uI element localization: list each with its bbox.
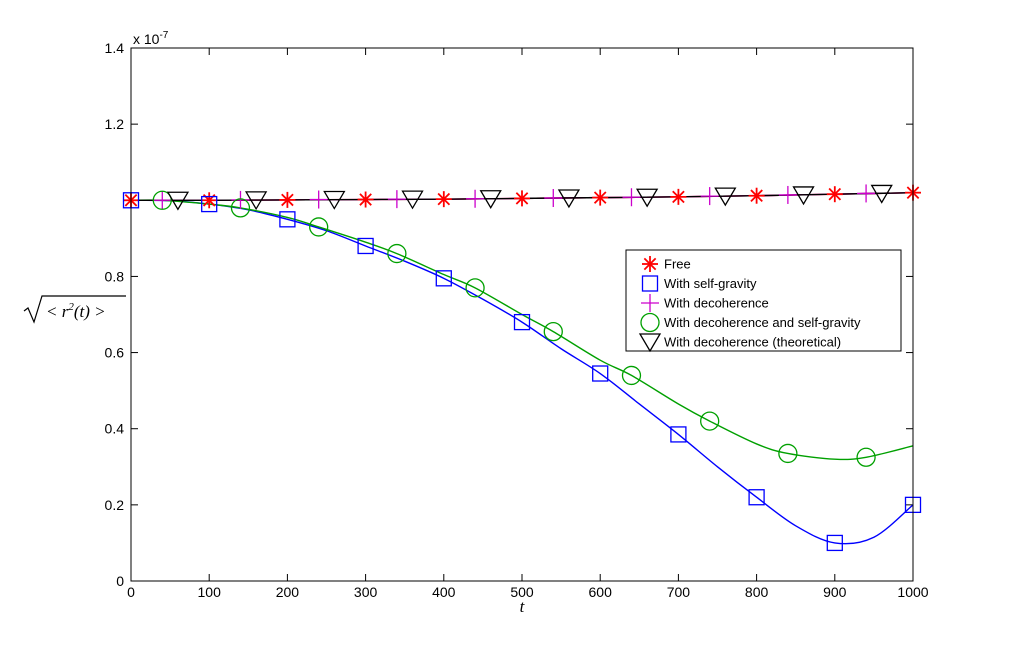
point-free bbox=[826, 186, 843, 203]
point-free bbox=[592, 189, 609, 206]
x-tick-label: 1000 bbox=[897, 584, 928, 600]
point-free bbox=[201, 192, 218, 209]
point-with-decoherence-theoretical bbox=[792, 186, 815, 206]
point-with-decoherence-and-self-gravity bbox=[700, 411, 720, 431]
point-free bbox=[435, 191, 452, 208]
x-tick-label: 500 bbox=[510, 584, 534, 600]
point-free bbox=[748, 187, 765, 204]
point-with-self-gravity bbox=[826, 534, 843, 552]
legend-label-free: Free bbox=[664, 257, 691, 272]
point-with-decoherence-and-self-gravity bbox=[152, 190, 172, 210]
legend-marker-with-decoherence bbox=[641, 294, 659, 312]
point-with-decoherence bbox=[387, 190, 406, 209]
point-with-self-gravity bbox=[435, 270, 452, 287]
point-with-decoherence-theoretical bbox=[714, 187, 737, 207]
x-tick-label: 900 bbox=[823, 584, 847, 600]
point-with-decoherence bbox=[153, 191, 172, 210]
legend-label-with-decoherence: With decoherence bbox=[664, 296, 769, 311]
point-with-decoherence-theoretical bbox=[557, 189, 581, 209]
x-tick-label: 0 bbox=[127, 584, 135, 600]
point-free bbox=[670, 188, 687, 205]
x-tick-label: 700 bbox=[667, 584, 691, 600]
legend-marker-free bbox=[642, 256, 658, 272]
point-with-decoherence-and-self-gravity bbox=[543, 321, 563, 342]
legend: Free With self-gravity With decoherence Wit… bbox=[625, 249, 902, 353]
point-free bbox=[279, 191, 296, 208]
point-with-decoherence bbox=[231, 190, 250, 209]
point-with-self-gravity bbox=[201, 195, 218, 213]
legend-marker-with-self-gravity bbox=[641, 275, 659, 292]
point-with-decoherence bbox=[700, 187, 719, 206]
legend-marker-with-decoherence-theoretical bbox=[638, 333, 662, 353]
x-tick-label: 800 bbox=[745, 584, 769, 600]
point-with-decoherence bbox=[309, 190, 328, 209]
markers-layer bbox=[122, 184, 922, 552]
y-multiplier-exp: -7 bbox=[159, 30, 168, 41]
y-axis-label-arg: (t) > bbox=[74, 302, 106, 321]
point-with-decoherence-and-self-gravity bbox=[621, 365, 642, 386]
y-tick-label: 1.4 bbox=[105, 40, 125, 56]
y-tick-label: 0.8 bbox=[105, 268, 125, 284]
point-with-decoherence-theoretical bbox=[244, 191, 268, 211]
x-tick-label: 200 bbox=[276, 584, 300, 600]
y-multiplier: x 10-7 bbox=[133, 30, 169, 47]
point-with-decoherence bbox=[466, 189, 485, 208]
point-with-self-gravity bbox=[670, 426, 687, 443]
x-axis-label: t bbox=[520, 597, 526, 616]
legend-label-with-decoherence-and-self-gravity: With decoherence and self-gravity bbox=[664, 315, 861, 330]
point-free bbox=[514, 190, 530, 207]
ticks-layer: 0 100 200 300 400 500 600 700 800 900 1000 0 0.2 0.4 0… bbox=[105, 40, 929, 600]
legend-label-with-decoherence-theoretical: With decoherence (theoretical) bbox=[664, 335, 841, 350]
y-axis-label-text: < r2(t) > bbox=[46, 301, 106, 321]
point-with-decoherence-theoretical bbox=[479, 190, 502, 210]
y-tick-label: 1.2 bbox=[105, 116, 125, 132]
point-with-decoherence bbox=[544, 189, 563, 208]
point-with-decoherence-and-self-gravity bbox=[230, 198, 251, 218]
point-with-decoherence-theoretical bbox=[166, 191, 190, 211]
point-with-decoherence bbox=[778, 185, 797, 204]
x-tick-label: 600 bbox=[589, 584, 613, 600]
y-tick-label: 0.4 bbox=[105, 421, 125, 437]
series-line-with-self-gravity bbox=[130, 199, 914, 545]
point-with-decoherence-theoretical bbox=[401, 190, 424, 210]
point-with-decoherence bbox=[622, 188, 641, 207]
x-tick-label: 300 bbox=[354, 584, 378, 600]
y-tick-label: 0.6 bbox=[105, 345, 125, 361]
point-with-self-gravity bbox=[279, 211, 296, 228]
point-with-self-gravity bbox=[513, 313, 531, 331]
point-free bbox=[357, 191, 374, 208]
point-with-decoherence-theoretical bbox=[870, 184, 893, 204]
plot-frame bbox=[130, 47, 914, 582]
point-with-decoherence bbox=[857, 184, 876, 203]
point-with-decoherence-and-self-gravity bbox=[778, 443, 798, 464]
y-multiplier-base: x 10 bbox=[133, 31, 160, 47]
point-with-decoherence-theoretical bbox=[635, 188, 659, 208]
y-axis-label-radicand: < r bbox=[46, 302, 69, 321]
point-with-decoherence-and-self-gravity bbox=[465, 278, 485, 298]
y-tick-label: 0 bbox=[116, 573, 124, 589]
legend-marker-with-decoherence-and-self-gravity bbox=[640, 312, 660, 333]
y-axis-label-radical bbox=[23, 295, 126, 324]
point-with-decoherence-theoretical bbox=[323, 190, 346, 210]
y-axis-label-exp: 2 bbox=[68, 301, 74, 313]
y-axis-label: < r2(t) > bbox=[23, 295, 126, 324]
x-tick-label: 100 bbox=[198, 584, 222, 600]
point-with-decoherence-and-self-gravity bbox=[309, 217, 329, 237]
point-with-decoherence-and-self-gravity bbox=[387, 243, 407, 264]
legend-box bbox=[625, 249, 902, 352]
point-with-self-gravity bbox=[357, 237, 374, 255]
y-tick-label: 0.2 bbox=[105, 497, 125, 513]
point-with-self-gravity bbox=[748, 489, 765, 506]
point-with-self-gravity bbox=[592, 365, 609, 382]
point-with-decoherence-and-self-gravity bbox=[856, 447, 876, 467]
x-tick-label: 400 bbox=[432, 584, 456, 600]
legend-label-with-self-gravity: With self-gravity bbox=[664, 276, 757, 291]
